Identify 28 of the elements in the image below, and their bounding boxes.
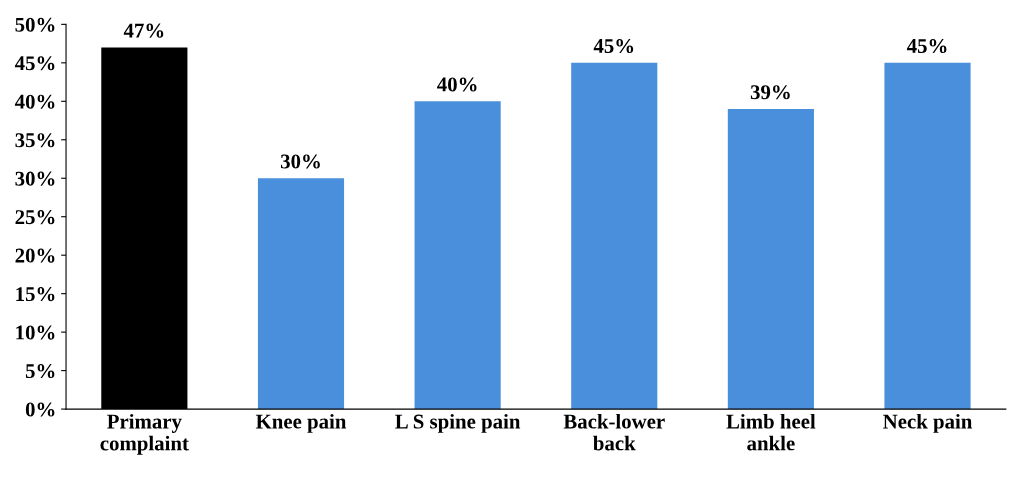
x-tick-label: Back-lower back xyxy=(563,413,665,451)
y-tick-label: 15% xyxy=(16,287,55,302)
y-tick-label: 40% xyxy=(14,94,55,109)
y-tick-label: 50% xyxy=(15,17,55,32)
y-tick-label: 45% xyxy=(14,56,55,71)
bar xyxy=(884,62,971,410)
data-label: 45% xyxy=(593,38,634,54)
x-tick-label: Limb heel ankle xyxy=(726,413,816,451)
data-label: 40% xyxy=(437,77,477,92)
data-label: 45% xyxy=(906,38,947,54)
y-tick-label: 35% xyxy=(15,133,55,148)
x-tick-label: Primary complaint xyxy=(100,413,189,455)
data-label: 39% xyxy=(750,85,790,100)
bar xyxy=(727,108,814,410)
y-tick-label: 20% xyxy=(15,248,55,263)
x-tick-label: L S spine pain xyxy=(395,413,521,433)
data-label: 47% xyxy=(123,23,164,38)
bar xyxy=(257,178,345,410)
bar xyxy=(414,101,501,410)
y-tick-label: 0% xyxy=(25,402,55,417)
y-tick-label: 10% xyxy=(16,325,55,340)
data-label: 30% xyxy=(280,154,320,169)
x-tick-label: Knee pain xyxy=(255,413,347,433)
y-tick-label: 5% xyxy=(25,363,55,379)
x-tick-label: Neck pain xyxy=(883,413,973,433)
bar xyxy=(571,62,658,410)
y-tick-label: 30% xyxy=(15,171,55,186)
y-tick-label: 25% xyxy=(15,210,55,225)
